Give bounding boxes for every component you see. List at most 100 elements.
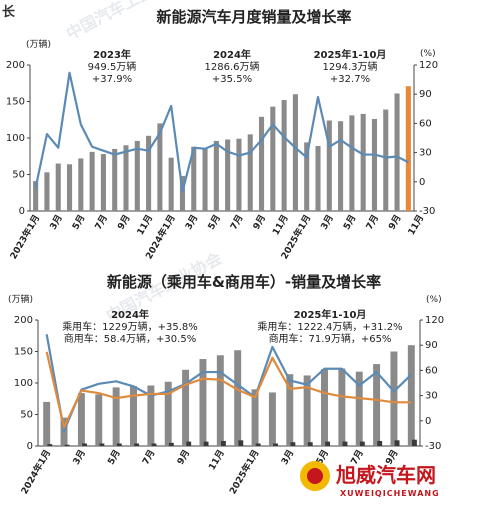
left-tick-label: 50 <box>20 410 33 421</box>
x-tick-label: 9月 <box>115 213 132 232</box>
bar <box>134 140 140 211</box>
bar <box>359 441 365 446</box>
chart-1-title: 新能源汽车月度销量及增长率 <box>156 8 351 26</box>
right-tick-label: 90 <box>419 89 432 100</box>
bar <box>273 443 278 446</box>
annotation-line: 2024年 <box>213 48 251 61</box>
bar <box>179 175 186 211</box>
chart-1-left-unit: (万辆) <box>26 38 51 50</box>
bar <box>338 121 344 211</box>
growth-line <box>34 71 409 193</box>
right-tick-label: 30 <box>425 391 438 402</box>
bar <box>360 113 366 211</box>
bar <box>130 386 137 446</box>
bar <box>325 441 331 446</box>
x-tick-label: 5月 <box>106 448 123 467</box>
annotation-line: 1286.6万辆 <box>205 60 260 73</box>
bar <box>355 371 363 446</box>
x-tick-label: 3月 <box>279 448 296 467</box>
left-tick-label: 200 <box>14 315 33 326</box>
left-tick-label: 100 <box>6 133 25 144</box>
bar <box>151 443 157 446</box>
chart-2-title: 新能源（乘用车&商用车）-销量及增长率 <box>107 273 381 291</box>
bar <box>286 374 294 446</box>
x-tick-label: 2024年1月 <box>18 448 53 497</box>
bar <box>377 440 383 446</box>
bar <box>338 368 346 446</box>
right-tick-label: -30 <box>419 206 435 217</box>
x-tick-label: 3月 <box>71 448 88 467</box>
bar <box>270 106 276 211</box>
bar <box>268 392 276 446</box>
annotation-line: 乘用车：1229万辆，+35.8% <box>62 320 198 333</box>
annotation-line: 2024年 <box>111 308 149 321</box>
bar <box>64 444 70 446</box>
logo-text-cn: 旭威汽车网 <box>335 463 436 487</box>
bar <box>116 443 122 446</box>
bar <box>290 442 296 446</box>
bar <box>292 94 298 211</box>
bar <box>100 154 106 211</box>
left-tick-label: 200 <box>6 60 25 71</box>
bar <box>405 86 411 211</box>
left-tick-label: 100 <box>14 378 33 389</box>
left-tick-label: 0 <box>27 441 33 452</box>
bar <box>164 381 172 446</box>
x-tick-label: 11月 <box>270 213 290 237</box>
bar <box>394 440 400 446</box>
bar <box>315 146 321 211</box>
bar <box>191 146 197 211</box>
annotation-line: +35.5% <box>212 74 252 85</box>
bar <box>66 164 73 211</box>
bar <box>255 443 261 446</box>
bar <box>258 116 265 211</box>
x-tick-label: 3月 <box>319 213 336 232</box>
bar <box>304 142 310 211</box>
bar <box>47 444 53 446</box>
chart-1-plot: 0 50 100 150 200 -30 0 30 60 90 120 2023年1月 3月 5月 7月 9月… <box>6 60 438 261</box>
right-tick-label: 120 <box>419 60 438 71</box>
bar <box>123 145 129 211</box>
bar <box>147 385 155 446</box>
bar <box>82 443 87 446</box>
logo-emblem-inner <box>307 468 323 484</box>
annotation-line: 2025年1-10月 <box>294 308 367 321</box>
bar <box>321 369 328 446</box>
bar <box>157 123 163 211</box>
bar <box>44 172 50 211</box>
bar <box>203 441 209 446</box>
right-tick-label: 90 <box>425 340 438 351</box>
bar <box>373 364 381 446</box>
bar <box>390 351 398 446</box>
annotation-line: 乘用车：1222.4万辆，+31.2% <box>257 320 402 333</box>
bar <box>394 93 400 211</box>
x-tick-label: 3月 <box>48 213 65 232</box>
annotation-line: +32.7% <box>330 74 370 85</box>
annotation-line: 商用车：58.4万辆，+30.5% <box>64 332 196 345</box>
growth-line <box>45 334 413 432</box>
left-tick-label: 50 <box>12 170 25 181</box>
x-tick-label: 5月 <box>341 213 358 232</box>
x-tick-label: 3月 <box>183 213 200 232</box>
bar <box>199 359 207 446</box>
bar <box>412 439 417 446</box>
bar <box>221 440 226 446</box>
annotation-line: 2023年 <box>93 48 131 61</box>
bar <box>112 148 118 211</box>
bar <box>371 119 378 211</box>
bar <box>234 350 242 446</box>
bar <box>251 389 259 446</box>
bar <box>112 387 120 446</box>
x-tick-label: 9月 <box>251 213 268 232</box>
right-tick-label: 0 <box>425 416 431 427</box>
growth-line <box>45 351 412 429</box>
x-tick-label: 7月 <box>140 448 157 467</box>
bar <box>168 157 174 211</box>
bar <box>55 163 61 211</box>
bar <box>213 140 219 211</box>
bar <box>238 440 244 446</box>
bar <box>307 442 313 446</box>
right-tick-label: 30 <box>419 148 432 159</box>
